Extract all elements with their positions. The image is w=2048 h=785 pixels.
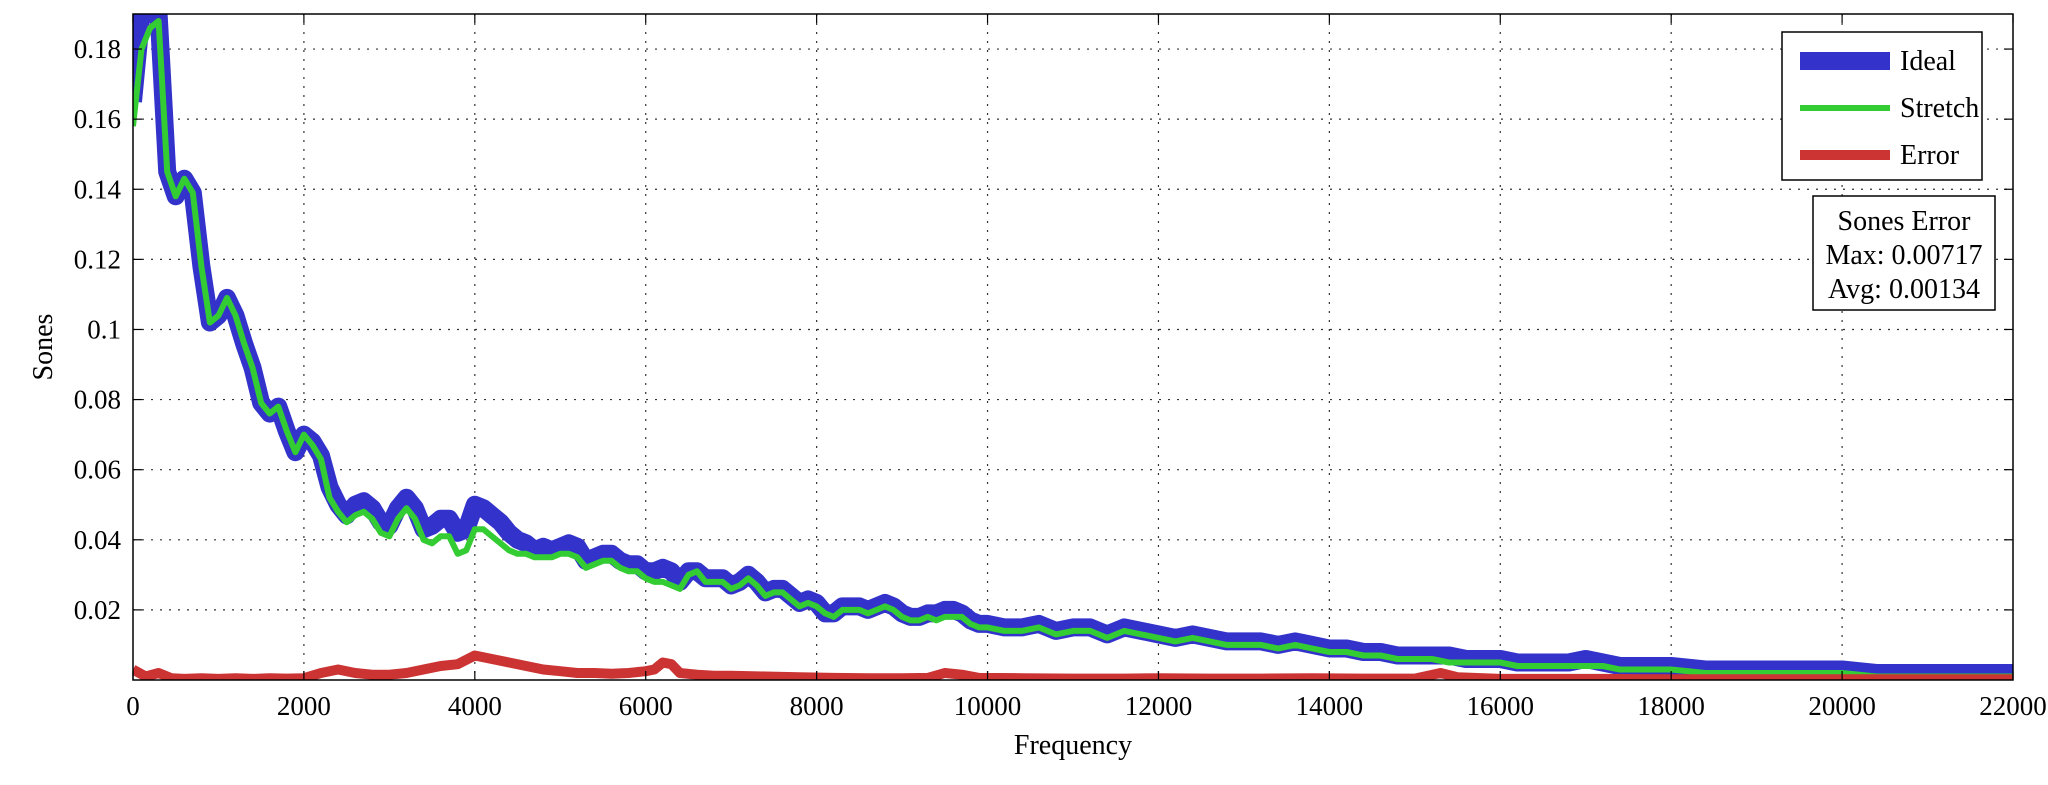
x-tick-label: 16000 [1467,691,1535,721]
y-tick-label: 0.08 [74,385,121,415]
legend-label-ideal: Ideal [1900,46,1956,77]
plot-background [133,14,2013,680]
plot-frame [132,13,2014,681]
legend: Ideal Stretch Error [1781,31,1983,181]
error-summary-box: Sones Error Max: 0.00717 Avg: 0.00134 [1812,195,1996,311]
x-tick-label: 12000 [1125,691,1193,721]
axis-ticks [132,14,2014,680]
x-axis-title: Frequency [1014,730,1132,761]
x-tick-label: 2000 [277,691,331,721]
x-tick-label: 6000 [619,691,673,721]
y-tick-label: 0.12 [74,244,121,274]
x-tick-labels: 0 2000 4000 6000 8000 10000 12000 14000 16000 180… [126,691,2047,721]
y-tick-label: 0.14 [74,174,122,204]
error-summary-frame [1812,195,1996,311]
error-summary-title: Sones Error [1838,206,1972,237]
legend-label-error: Error [1900,140,1960,171]
y-axis-title: Sones [28,314,59,381]
y-tick-labels: 0.02 0.04 0.06 0.08 0.1 0.12 0.14 0.16 0.18 [74,34,122,625]
x-tick-label: 10000 [954,691,1022,721]
x-tick-label: 18000 [1637,691,1705,721]
legend-label-stretch: Stretch [1900,93,1979,124]
x-tick-label: 22000 [1979,691,2047,721]
x-tick-label: 20000 [1808,691,1876,721]
y-tick-label: 0.06 [74,455,121,485]
x-tick-label: 4000 [448,691,502,721]
x-tick-label: 8000 [790,691,844,721]
x-tick-label: 14000 [1296,691,1364,721]
series-line-ideal [133,14,2013,680]
series-line-stretch [133,18,2013,680]
y-tick-label: 0.18 [74,34,121,64]
y-tick-label: 0.1 [87,314,121,344]
error-summary-max: Max: 0.00717 [1825,240,1982,271]
y-tick-label: 0.04 [74,525,122,555]
grid-lines [133,14,2013,680]
y-tick-label: 0.02 [74,595,121,625]
y-tick-label: 0.16 [74,104,121,134]
x-tick-label: 0 [126,691,140,721]
error-summary-avg: Avg: 0.00134 [1828,274,1980,305]
